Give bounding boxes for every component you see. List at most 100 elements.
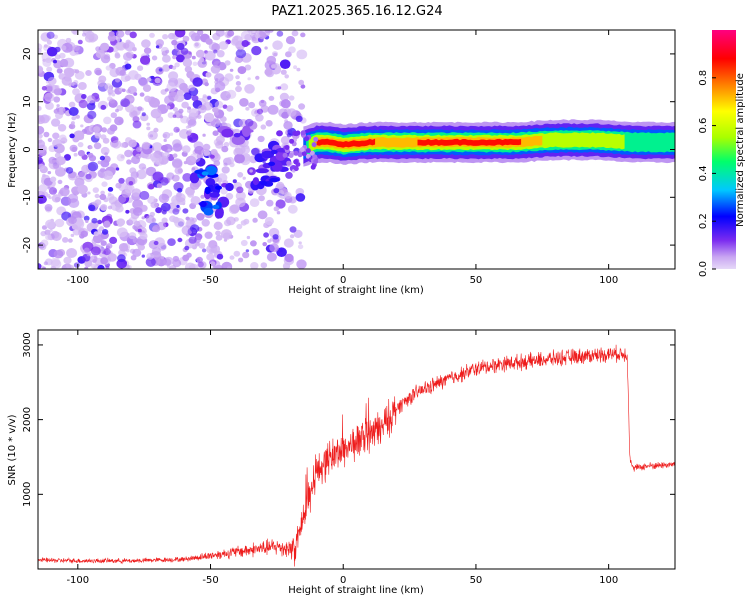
speckle bbox=[204, 82, 209, 87]
speckle bbox=[48, 159, 60, 170]
cluster-blob bbox=[209, 192, 220, 198]
speckle bbox=[132, 120, 142, 129]
speckle bbox=[215, 78, 219, 82]
speckle bbox=[72, 88, 80, 96]
speckle bbox=[276, 247, 287, 257]
speckle bbox=[144, 95, 152, 103]
speckle bbox=[192, 61, 198, 66]
speckle bbox=[166, 82, 177, 92]
speckle bbox=[97, 160, 102, 165]
speckle bbox=[310, 164, 316, 170]
speckle bbox=[52, 132, 60, 140]
speckle bbox=[59, 58, 69, 67]
speckle bbox=[271, 64, 276, 69]
speckle bbox=[182, 87, 190, 94]
speckle bbox=[56, 68, 63, 74]
speckle bbox=[214, 100, 224, 109]
speckle bbox=[50, 176, 57, 183]
speckle bbox=[172, 216, 180, 224]
speckle bbox=[300, 130, 306, 136]
speckle bbox=[263, 232, 269, 238]
speckle bbox=[53, 88, 62, 96]
speckle bbox=[50, 257, 61, 267]
spectrogram-clusters bbox=[189, 125, 292, 219]
speckle bbox=[129, 167, 137, 174]
speckle bbox=[190, 196, 201, 205]
speckle bbox=[176, 89, 184, 97]
speckle bbox=[141, 141, 151, 150]
spectrogram-ridge bbox=[282, 119, 675, 172]
speckle bbox=[212, 130, 219, 136]
speckle bbox=[203, 112, 215, 123]
speckle bbox=[184, 262, 196, 269]
speckle bbox=[167, 112, 175, 119]
speckle bbox=[164, 95, 175, 105]
speckle bbox=[268, 95, 275, 101]
speckle bbox=[97, 219, 103, 225]
colorbar-gradient bbox=[712, 30, 736, 269]
speckle bbox=[196, 30, 204, 36]
speckle bbox=[105, 65, 112, 71]
speckle bbox=[293, 166, 299, 172]
speckle bbox=[264, 46, 268, 50]
y-tick-label: -20 bbox=[22, 237, 33, 253]
spectrogram-x-ticks: -100 -50 0 50 100 bbox=[66, 30, 618, 286]
speckle bbox=[229, 255, 235, 260]
speckle bbox=[150, 75, 155, 80]
speckle bbox=[117, 254, 126, 263]
speckle bbox=[293, 159, 299, 165]
speckle bbox=[101, 181, 108, 187]
speckle bbox=[137, 228, 142, 233]
speckle bbox=[287, 108, 297, 117]
speckle bbox=[188, 31, 196, 38]
speckle bbox=[267, 239, 272, 243]
colorbar-ticks: 0.0 0.2 0.4 0.6 0.8 bbox=[698, 70, 716, 277]
cluster-blob bbox=[203, 207, 214, 216]
speckle bbox=[209, 261, 216, 267]
speckle bbox=[145, 257, 156, 267]
speckle bbox=[123, 52, 133, 61]
speckle bbox=[188, 108, 199, 117]
speckle bbox=[151, 55, 158, 61]
speckle bbox=[85, 70, 92, 76]
speckle bbox=[100, 104, 107, 110]
speckle bbox=[286, 160, 292, 166]
speckle bbox=[233, 250, 241, 257]
speckle bbox=[85, 31, 95, 40]
speckle bbox=[231, 35, 243, 46]
speckle bbox=[138, 163, 147, 170]
speckle bbox=[214, 264, 224, 269]
speckle bbox=[91, 217, 98, 224]
speckle bbox=[59, 187, 70, 197]
speckle bbox=[183, 92, 192, 100]
speckle bbox=[183, 161, 188, 165]
speckle bbox=[185, 125, 190, 129]
speckle bbox=[109, 236, 118, 244]
speckle bbox=[167, 238, 176, 247]
speckle bbox=[257, 210, 268, 220]
speckle bbox=[233, 217, 239, 222]
speckle bbox=[105, 265, 110, 269]
speckle bbox=[38, 163, 45, 170]
speckle bbox=[61, 42, 73, 53]
speckle bbox=[297, 152, 303, 158]
speckle bbox=[38, 43, 43, 51]
speckle bbox=[285, 36, 296, 45]
y-tick-label: 2000 bbox=[22, 407, 33, 432]
speckle bbox=[250, 262, 259, 269]
speckle bbox=[136, 146, 143, 153]
speckle bbox=[176, 42, 185, 51]
speckle bbox=[266, 55, 277, 65]
ridge-band bbox=[316, 138, 376, 148]
speckle bbox=[72, 30, 79, 35]
speckle bbox=[54, 196, 61, 203]
speckle bbox=[198, 242, 206, 249]
speckle bbox=[178, 108, 184, 114]
speckle bbox=[179, 115, 184, 119]
speckle bbox=[260, 124, 267, 130]
speckle bbox=[266, 252, 277, 262]
speckle bbox=[86, 95, 96, 104]
speckle bbox=[238, 257, 244, 263]
speckle bbox=[53, 249, 64, 259]
speckle bbox=[38, 126, 45, 135]
